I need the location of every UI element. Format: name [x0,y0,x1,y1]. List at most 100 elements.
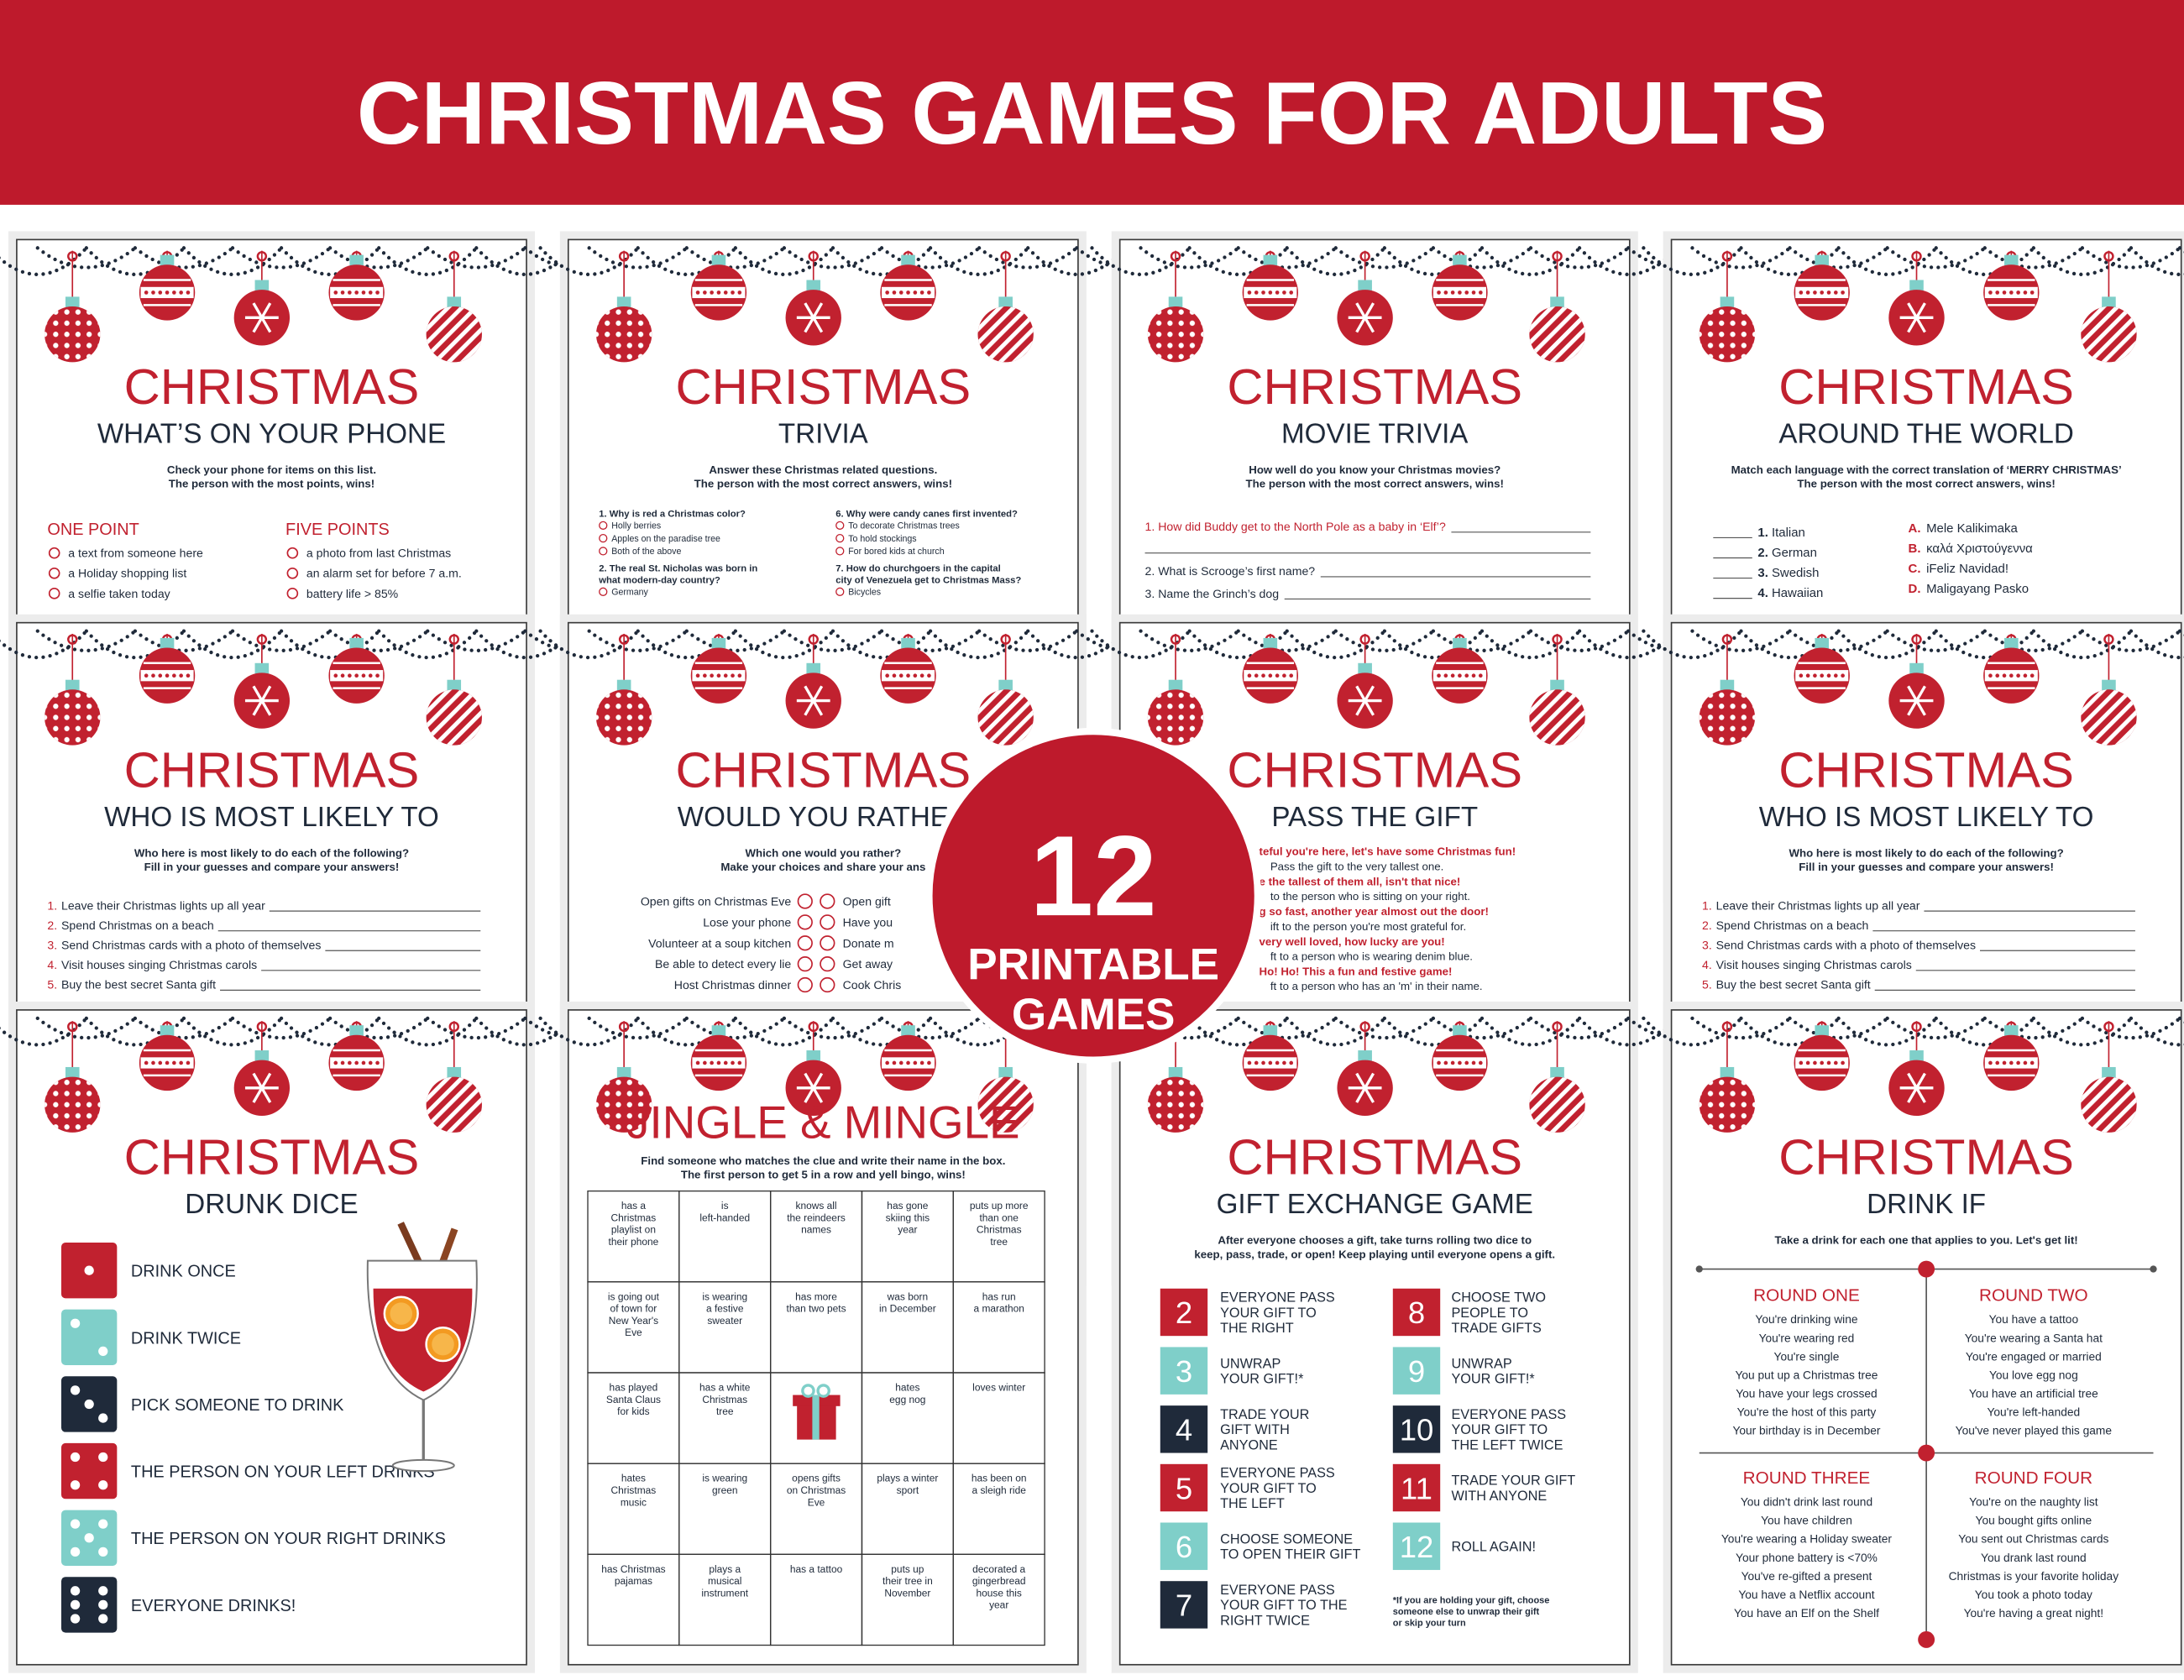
list-item: Buy the best secret Santa gift [1716,978,1871,992]
roll-number: 2 [1176,1295,1192,1330]
list-item: an alarm set for before 7 a.m. [306,567,462,580]
ornament-pattern [977,1076,1034,1133]
card-title: CHRISTMAS [1227,741,1522,798]
item-number: 1. [47,898,57,912]
card-intro: Fill in your guesses and compare your an… [144,861,400,873]
bingo-clue: of town for [610,1303,657,1315]
bingo-clue: egg nog [889,1394,925,1405]
ornament-pattern [1147,1076,1204,1133]
garland [523,1016,625,1040]
garland [782,1016,884,1040]
roll-number: 4 [1176,1413,1192,1447]
option-circle [835,521,845,530]
item-number: 3. [1757,566,1768,580]
option: To hold stockings [848,534,916,544]
snowflake [804,685,824,716]
ornament-dot [361,673,366,678]
choice: Lose your phone [703,915,791,929]
ornament-dot [2023,673,2028,678]
ornament-dot [731,290,735,295]
ornament-dot [144,673,149,678]
roll-square [1160,1288,1208,1337]
garland [1528,246,1631,270]
option-circle [599,547,608,556]
ornament-dot [2016,290,2020,295]
ornament-bow [1000,634,1011,645]
bingo-clue: sport [897,1484,919,1496]
badge-number: 12 [1030,812,1157,939]
pip [70,1480,81,1490]
ornament-dot [1254,673,1259,678]
ornament-pattern [595,1076,652,1133]
question: 3. Name the Grinch’s dog [1145,587,1280,600]
ornament-dot [179,1060,183,1065]
translation: iFeliz Navidad! [1926,562,2009,576]
ornament-pattern [1699,1076,1756,1133]
card-intro: Who here is most likely to do each of th… [1789,846,2064,859]
garland [327,629,430,653]
ornament-cap [1550,1066,1564,1079]
ornament-pattern [1699,689,1756,746]
ornament-dot [2016,1060,2020,1065]
garland [830,1016,933,1047]
list-item: Spend Christmas on a beach [1716,919,1869,932]
card-intro: Take a drink for each one that applies t… [1775,1234,2078,1247]
ornament-cap [2102,296,2116,308]
card-subtitle: MOVIE TRIVIA [1281,419,1469,450]
choice-circle [797,956,813,972]
item-number: 5. [47,978,57,992]
bingo-clue: house this [976,1587,1021,1599]
garland [1236,246,1338,270]
bingo-clue: pajamas [615,1575,652,1587]
ornament-dot [1443,673,1448,678]
ornament-cap [2102,1066,2116,1079]
garland [587,1016,689,1040]
note: *If you are holding your gift, choose [1393,1596,1550,1606]
ornament-bow [2103,1021,2114,1033]
option-circle [599,521,608,530]
ornament-dot [927,673,931,678]
list-item: battery life > 85% [306,587,399,600]
ornament-dot [1450,1060,1455,1065]
round-item: You're having a great night! [1964,1607,2103,1620]
list-item: Leave their Christmas lights up all year [1716,898,1920,912]
ornament-cap [1168,679,1183,691]
bingo-clue: has Christmas [601,1563,665,1575]
pip [70,1519,81,1529]
ornament-dot [1282,290,1286,295]
ornament-dot [710,1060,714,1065]
ornament-cap [447,1066,462,1079]
garland [1528,629,1631,653]
roll-square [1160,1347,1208,1395]
bingo-clue: loves winter [972,1382,1025,1394]
rhyme: Ho! Ho! This a fun and festive game! [1260,965,1453,977]
ornament-bow [808,251,819,262]
ornament-bow [1911,634,1922,645]
choice: Donate m [843,936,894,950]
ornament-pattern [2081,306,2137,363]
garland [2080,629,2182,653]
round-item: You have children [1761,1515,1852,1527]
garland [879,246,982,270]
card-title: CHRISTMAS [1778,1129,2074,1185]
ornament-pattern [977,689,1034,746]
translation: Mele Kalikimaka [1926,521,2018,536]
bingo-clue: Christmas [611,1484,657,1496]
ornament-cap [349,1025,364,1037]
pip [84,1265,94,1275]
card-intro: The person with the most points, wins! [169,478,374,490]
ornament-cap [1263,637,1278,650]
roll-action: UNWRAP [1220,1356,1281,1371]
roll-action: TRADE YOUR GIFT [1451,1473,1575,1489]
ornament-dot [144,1060,149,1065]
ornament-cap [1550,679,1564,691]
ornament-dot [913,290,918,295]
garland [426,629,527,653]
list-item: Buy the best secret Santa gift [61,978,216,992]
ornament-dot [2016,673,2020,678]
choice: Be able to detect every lie [655,957,791,971]
ornament-dot [1289,673,1294,678]
round-item: You've re-gifted a present [1741,1570,1872,1583]
ornament-bow [1721,251,1733,262]
ornament-dot [348,290,352,295]
